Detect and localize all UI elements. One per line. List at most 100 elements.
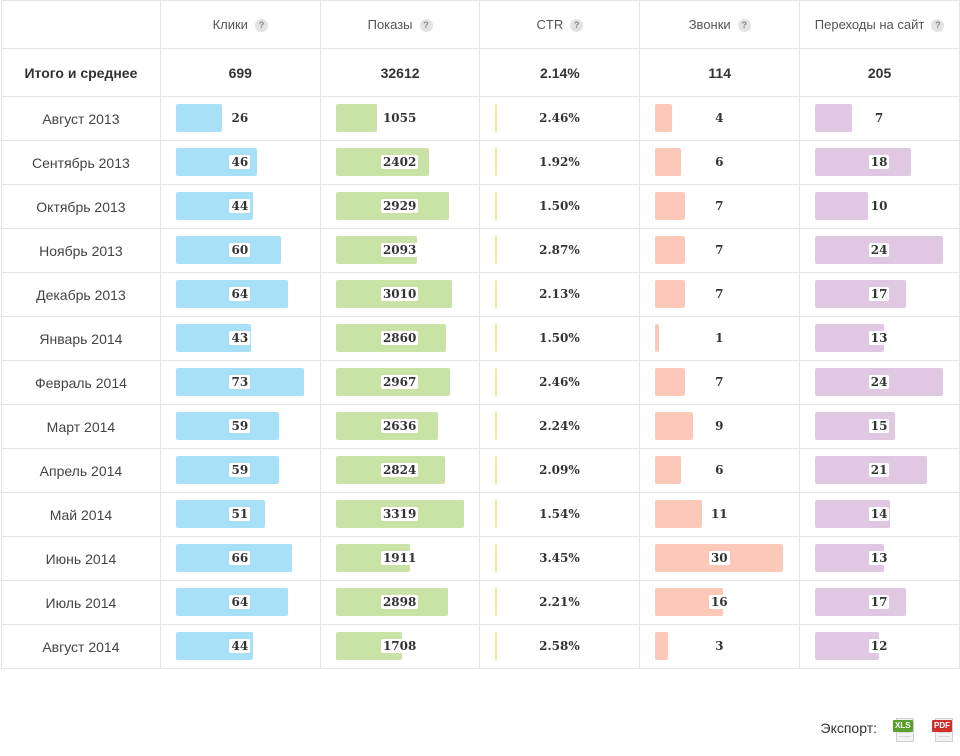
clicks-cell-inner: 43 (161, 317, 320, 360)
clicks-cell: 64 (159, 272, 321, 317)
calls-cell-inner: 7 (640, 185, 799, 228)
help-icon[interactable]: ? (570, 19, 584, 32)
table-row: Август 2013 26 1055 2.46% 4 7 (1, 96, 960, 141)
table-row: Сентябрь 2013 46 2402 1.92% 6 18 (1, 140, 960, 185)
calls-value-wrap: 1 (655, 329, 783, 347)
visits-cell-inner: 24 (800, 361, 959, 404)
visits-value: 18 (868, 155, 890, 169)
ctr-value: 2.09% (539, 463, 580, 477)
clicks-cell: 44 (159, 184, 321, 229)
visits-cell-inner: 17 (800, 273, 959, 316)
pdf-export-icon[interactable]: PDF (932, 712, 954, 742)
calls-value: 11 (708, 507, 730, 521)
ctr-cell: 3.45% (479, 536, 641, 581)
ctr-bar (495, 456, 498, 484)
ctr-value: 1.50% (539, 331, 580, 345)
clicks-value-wrap: 51 (176, 505, 304, 523)
impressions-cell-inner: 2860 (321, 317, 480, 360)
impressions-value: 2967 (380, 375, 419, 389)
visits-cell: 10 (799, 184, 960, 229)
calls-cell-inner: 4 (640, 97, 799, 140)
ctr-value: 1.50% (539, 199, 580, 213)
ctr-cell-inner: 1.54% (480, 493, 639, 536)
total-ctr: 2.14% (479, 48, 641, 97)
month-cell: Январь 2014 (1, 316, 161, 361)
ctr-value-wrap: 2.13% (495, 285, 623, 303)
table-row: Декабрь 2013 64 3010 2.13% 7 17 (1, 272, 960, 317)
xls-export-icon[interactable]: XLS (893, 712, 915, 742)
clicks-cell: 59 (159, 404, 321, 449)
ctr-value: 2.24% (539, 419, 580, 433)
help-icon[interactable]: ? (737, 19, 751, 32)
ctr-value-wrap: 2.46% (495, 109, 623, 127)
help-icon[interactable]: ? (254, 19, 268, 32)
ctr-cell-inner: 2.24% (480, 405, 639, 448)
clicks-cell-inner: 51 (161, 493, 320, 536)
ctr-cell: 2.13% (479, 272, 641, 317)
visits-bar (815, 104, 853, 132)
calls-value: 6 (713, 155, 726, 169)
impressions-cell-inner: 3319 (321, 493, 480, 536)
clicks-value-wrap: 64 (176, 285, 304, 303)
ctr-value-wrap: 2.09% (495, 461, 623, 479)
ctr-cell: 2.46% (479, 360, 641, 405)
clicks-value-wrap: 26 (176, 109, 304, 127)
impressions-value-wrap: 1055 (336, 109, 464, 127)
clicks-value: 44 (229, 639, 251, 653)
clicks-value: 26 (229, 111, 251, 125)
impressions-cell-inner: 2967 (321, 361, 480, 404)
clicks-value: 59 (229, 463, 251, 477)
clicks-value-wrap: 73 (176, 373, 304, 391)
ctr-cell: 1.92% (479, 140, 641, 185)
month-cell: Апрель 2014 (1, 448, 161, 493)
stats-table: Клики? Показы? CTR? Звонки? Переходы на … (1, 0, 960, 669)
visits-cell: 7 (799, 96, 960, 141)
visits-value: 13 (868, 331, 890, 345)
ctr-cell-inner: 2.46% (480, 97, 639, 140)
total-clicks: 699 (159, 48, 321, 97)
header-ctr: CTR? (479, 0, 641, 49)
visits-cell: 24 (799, 360, 960, 405)
ctr-value-wrap: 2.46% (495, 373, 623, 391)
month-cell: Июль 2014 (1, 580, 161, 625)
header-label: CTR (536, 17, 564, 32)
visits-value: 12 (868, 639, 890, 653)
clicks-cell: 43 (159, 316, 321, 361)
calls-cell: 7 (639, 228, 801, 273)
impressions-cell: 2402 (319, 140, 481, 185)
calls-bar (655, 280, 686, 308)
visits-value-wrap: 13 (815, 549, 943, 567)
ctr-cell-inner: 2.46% (480, 361, 639, 404)
help-icon[interactable]: ? (419, 19, 433, 32)
calls-value: 1 (713, 331, 726, 345)
impressions-cell: 2824 (319, 448, 481, 493)
calls-cell: 11 (639, 492, 801, 537)
ctr-value-wrap: 3.45% (495, 549, 623, 567)
visits-cell-inner: 21 (800, 449, 959, 492)
clicks-value-wrap: 64 (176, 593, 304, 611)
clicks-value-wrap: 46 (176, 153, 304, 171)
clicks-cell-inner: 26 (161, 97, 320, 140)
visits-bar (815, 148, 912, 176)
calls-value-wrap: 7 (655, 373, 783, 391)
clicks-bar (175, 456, 279, 484)
clicks-cell-inner: 44 (161, 185, 320, 228)
help-icon[interactable]: ? (931, 19, 945, 32)
clicks-bar (175, 236, 281, 264)
clicks-value-wrap: 59 (176, 461, 304, 479)
ctr-bar (495, 236, 498, 264)
clicks-cell: 64 (159, 580, 321, 625)
impressions-value: 2093 (380, 243, 419, 257)
ctr-cell-inner: 2.21% (480, 581, 639, 624)
ctr-cell-inner: 2.87% (480, 229, 639, 272)
total-calls: 114 (639, 48, 801, 97)
totals-label: Итого и среднее (1, 48, 161, 97)
impressions-cell: 2929 (319, 184, 481, 229)
clicks-value-wrap: 60 (176, 241, 304, 259)
ctr-bar (495, 104, 498, 132)
header-clicks: Клики? (159, 0, 321, 49)
header-row: Клики? Показы? CTR? Звонки? Переходы на … (1, 0, 960, 49)
clicks-value: 73 (229, 375, 251, 389)
impressions-value-wrap: 2898 (336, 593, 464, 611)
calls-value: 6 (713, 463, 726, 477)
